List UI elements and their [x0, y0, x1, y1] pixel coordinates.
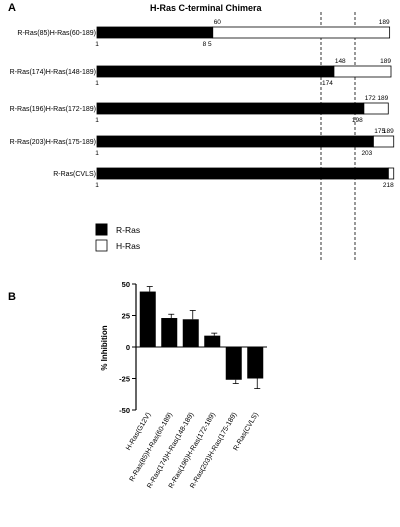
legend-swatch-r-ras — [95, 223, 108, 236]
residue-number: 1 — [95, 182, 99, 189]
category-label: R-Ras(203)H-Ras(175-189) — [189, 412, 238, 490]
bar — [182, 319, 199, 347]
residue-number: 172 — [365, 95, 376, 102]
residue-number: 189 — [380, 58, 391, 65]
r-ras-segment — [96, 65, 335, 78]
chimera-row-label: R-Ras(196)H-Ras(172-189) — [10, 106, 96, 113]
h-ras-segment — [212, 26, 391, 39]
chimera-row-label: R-Ras(203)H-Ras(175-189) — [10, 139, 96, 146]
legend: R-Ras H-Ras — [95, 223, 140, 252]
residue-number: 1 — [95, 80, 99, 87]
legend-label-h-ras: H-Ras — [116, 241, 140, 251]
panel-b-letter: B — [8, 291, 16, 303]
r-ras-segment — [96, 167, 389, 180]
residue-number: 198 — [352, 117, 363, 124]
residue-number: 189 — [383, 128, 394, 135]
y-tick-label: 25 — [122, 312, 130, 321]
chimera-row: R-Ras(196)H-Ras(172-189) 172 189 1 198 — [10, 95, 389, 124]
r-ras-segment — [96, 26, 214, 39]
residue-number: 189 — [379, 19, 390, 26]
bar — [139, 291, 156, 347]
r-ras-segment — [96, 102, 365, 115]
bar-chart: 50250-25-50H-Ras(G12V)R-Ras(85)H-Ras(60-… — [119, 280, 267, 490]
residue-number: 148 — [335, 58, 346, 65]
chimera-rows: R-Ras(85)H-Ras(60-189) 60 189 1 8 5 R-Ras(174… — [10, 19, 395, 189]
bar — [225, 347, 242, 380]
residue-number: 1 — [95, 41, 99, 48]
chimera-row: R-Ras(174)H-Ras(148-189) 148 189 1 174 — [10, 58, 392, 87]
legend-swatch-h-ras — [95, 239, 108, 252]
residue-number: 175 — [374, 128, 385, 135]
residue-number: 1 — [95, 117, 99, 124]
chimera-row-label: R-Ras(85)H-Ras(60-189) — [17, 30, 96, 37]
panel-a-title: H-Ras C-terminal Chimera — [150, 3, 263, 13]
residue-number: 189 — [377, 95, 388, 102]
chimera-row: R-Ras(85)H-Ras(60-189) 60 189 1 8 5 — [17, 19, 391, 48]
residue-number: 203 — [361, 150, 372, 157]
bar — [204, 335, 221, 347]
y-axis-label: % Inhibition — [100, 325, 109, 370]
h-ras-segment — [372, 135, 395, 148]
residue-number: 174 — [322, 80, 333, 87]
residue-number: 1 — [95, 150, 99, 157]
h-ras-segment — [333, 65, 392, 78]
residue-number: 218 — [383, 182, 394, 189]
chimera-row-label: R-Ras(CVLS) — [53, 171, 96, 178]
h-ras-segment — [363, 102, 389, 115]
residue-number: 8 5 — [203, 41, 212, 48]
legend-label-r-ras: R-Ras — [116, 225, 140, 235]
bar — [247, 347, 264, 379]
y-tick-label: -25 — [119, 375, 130, 384]
panel-a-letter: A — [8, 2, 16, 14]
r-ras-segment — [96, 135, 374, 148]
chimera-row: R-Ras(CVLS) 1 218 — [53, 167, 395, 189]
category-label: R-Ras(85)H-Ras(60-189) — [129, 412, 174, 484]
chimera-row-label: R-Ras(174)H-Ras(148-189) — [10, 69, 96, 76]
h-ras-segment — [387, 167, 395, 180]
bar — [161, 318, 178, 347]
y-tick-label: 50 — [122, 280, 130, 289]
y-tick-label: 0 — [126, 343, 130, 352]
y-tick-label: -50 — [119, 406, 130, 415]
residue-number: 60 — [214, 19, 222, 26]
